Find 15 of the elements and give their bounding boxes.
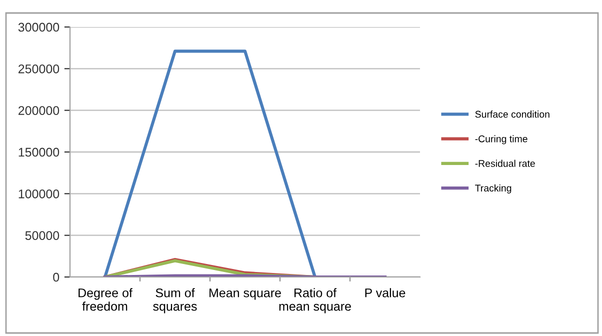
y-tick-label: 50000	[25, 231, 60, 240]
y-tick-label: 150000	[18, 148, 60, 157]
x-tick-label: Sum of squares	[153, 288, 197, 314]
y-tick-label: 200000	[18, 106, 60, 115]
legend-label: Tracking	[475, 184, 512, 194]
y-tick-label: 100000	[18, 189, 60, 198]
legend-label: -Residual rate	[475, 160, 535, 167]
y-tick-label: 250000	[18, 64, 60, 74]
x-tick-label: Degree of freedom	[78, 288, 132, 311]
y-tick-label: 300000	[18, 22, 60, 32]
legend-label: -Curing time	[475, 135, 528, 144]
legend-label: Surface condition	[475, 110, 550, 118]
x-tick-label: Mean square	[210, 288, 281, 300]
x-tick-label: P value	[365, 288, 406, 298]
y-tick-label: 0	[53, 272, 60, 282]
